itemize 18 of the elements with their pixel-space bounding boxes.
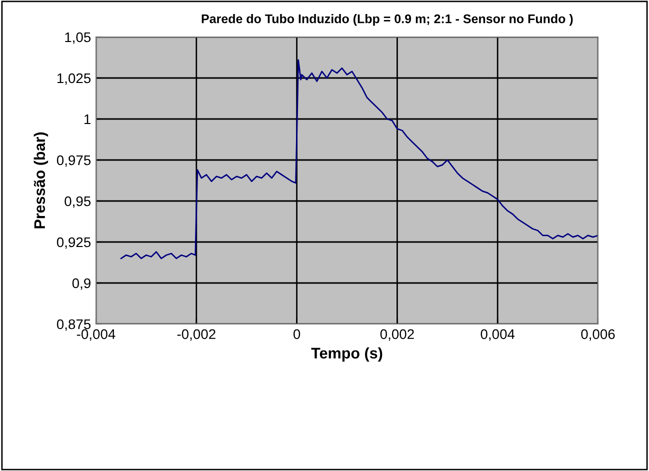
x-tick-label: -0,002 [177, 329, 216, 341]
x-tick-label: 0,004 [480, 329, 515, 341]
y-tick-label: 1 [84, 114, 90, 124]
x-tick-label: 0,002 [380, 329, 414, 341]
y-tick-label: 0,95 [64, 196, 91, 208]
x-tick-label: 0 [293, 329, 300, 340]
x-tick-label: -0,004 [76, 329, 116, 341]
chart-title: Parede do Tubo Induzido (Lbp = 0.9 m; 2:1 - Sensor no Fundo ) [202, 14, 573, 26]
x-tick-label: 0,006 [581, 329, 615, 341]
y-tick-label: 1,025 [57, 73, 91, 85]
y-axis-title: Pressão (bar) [34, 132, 48, 228]
y-tick-label: 0,925 [56, 237, 91, 249]
x-axis-title: Tempo (s) [311, 347, 382, 362]
y-tick-label: 0,9 [72, 278, 90, 290]
line-series [120, 59, 598, 260]
y-tick-label: 0,975 [56, 155, 91, 167]
y-tick-label: 0,875 [56, 319, 91, 331]
y-tick-label: 1,05 [65, 32, 91, 44]
